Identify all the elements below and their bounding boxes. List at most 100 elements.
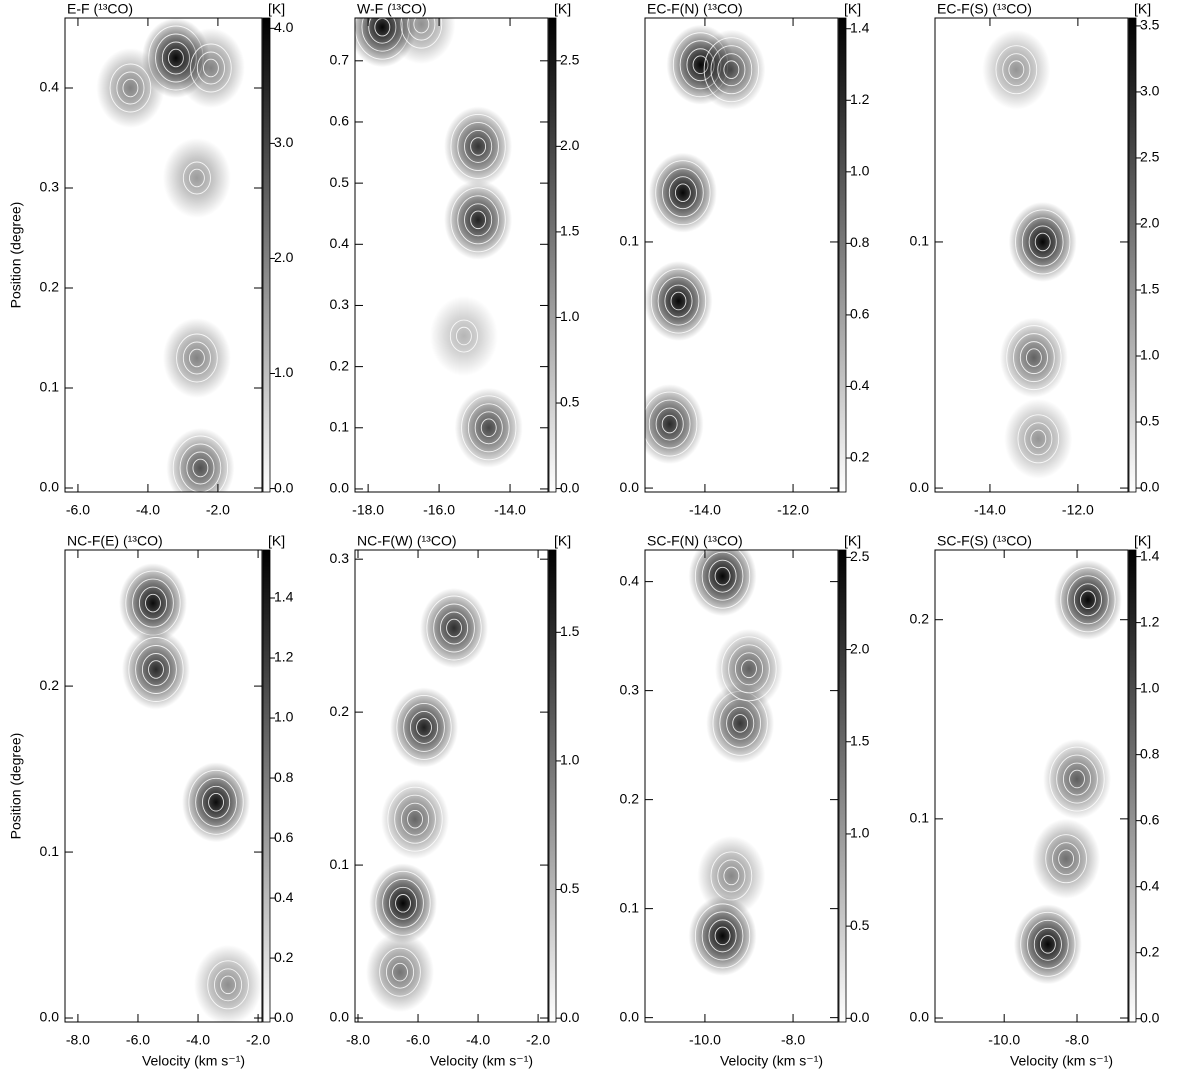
colorbar-tick-label: 0.5 — [560, 880, 580, 896]
colorbar — [548, 17, 557, 493]
contour — [1069, 769, 1085, 789]
panel-title: EC-F(S) (¹³CO) — [937, 1, 1032, 17]
colorbar — [838, 549, 847, 1023]
x-tick-label: -16.0 — [423, 502, 455, 518]
y-tick-label: 0.7 — [330, 52, 350, 68]
panel-title: E-F (¹³CO) — [67, 1, 133, 17]
contour — [196, 51, 225, 85]
y-tick-label: 0.1 — [910, 233, 930, 249]
contour — [385, 955, 415, 989]
colorbar-tick-label: 1.0 — [850, 163, 870, 179]
contour — [461, 395, 517, 461]
x-tick-label: -8.0 — [346, 1032, 370, 1048]
contour — [995, 45, 1038, 95]
colorbar-tick-label: 0.0 — [850, 1009, 870, 1025]
contour — [734, 652, 764, 686]
emission-peak — [645, 261, 713, 342]
contour — [145, 593, 161, 613]
contour — [645, 391, 698, 457]
colorbar-tick-label: 0.8 — [1140, 745, 1160, 761]
contour — [407, 18, 436, 41]
contour — [694, 903, 751, 969]
contour — [1006, 325, 1062, 391]
colorbar-tick-label: 0.2 — [1140, 943, 1160, 959]
panel-title: EC-F(N) (¹³CO) — [647, 1, 743, 17]
colorbar-tick-label: 0.2 — [274, 949, 294, 965]
y-tick-label: 0.1 — [620, 899, 640, 915]
contour — [188, 168, 205, 188]
y-tick-label: 0.0 — [40, 1009, 60, 1025]
x-axis-label: Velocity (km s⁻¹) — [1010, 1053, 1113, 1069]
contour — [1056, 754, 1098, 804]
colorbar-tick-label: 1.0 — [850, 825, 870, 841]
y-tick-label: 0.2 — [40, 677, 60, 693]
x-tick-label: -6.0 — [406, 1032, 430, 1048]
colorbar-label: [K] — [268, 533, 285, 549]
x-tick-label: -14.0 — [974, 502, 1006, 518]
colorbar-tick-label: 4.0 — [274, 19, 294, 35]
colorbar-tick-label: 1.4 — [1140, 547, 1160, 563]
contour — [714, 566, 731, 586]
colorbar-tick-label: 0.5 — [850, 917, 870, 933]
plot-frame — [644, 549, 839, 1023]
contour — [717, 859, 746, 893]
contour — [182, 161, 211, 195]
contour — [403, 702, 445, 752]
emission-peak — [390, 687, 459, 768]
image — [645, 18, 838, 492]
y-tick-label: 0.1 — [330, 856, 350, 872]
colorbar — [262, 549, 271, 1023]
contour — [674, 183, 691, 202]
colorbar-tick-label: 0.5 — [560, 394, 580, 410]
contour — [220, 975, 236, 995]
x-axis-label: Velocity (km s⁻¹) — [720, 1053, 823, 1069]
colorbar-tick-label: 0.6 — [1140, 811, 1160, 827]
contour — [480, 418, 497, 438]
contour — [440, 611, 469, 645]
contour — [179, 443, 222, 492]
contour — [186, 451, 215, 485]
contour — [1008, 60, 1025, 79]
x-tick-label: -4.0 — [466, 1032, 490, 1048]
emission-peak — [162, 318, 231, 398]
y-tick-label: 0.1 — [620, 233, 640, 249]
y-tick-label: 0.3 — [330, 550, 350, 566]
y-tick-label: 0.4 — [620, 572, 640, 588]
contour — [379, 947, 421, 997]
contour — [1015, 209, 1071, 275]
y-tick-label: 0.3 — [330, 296, 350, 312]
x-tick-label: -8.0 — [781, 1032, 805, 1048]
contour — [694, 550, 751, 609]
emission-peak — [648, 152, 717, 233]
contour — [714, 926, 731, 946]
colorbar-tick-label: 1.2 — [274, 649, 294, 665]
emission-peak — [1013, 904, 1082, 985]
contour — [400, 18, 443, 49]
contour — [662, 168, 704, 218]
contour — [382, 878, 424, 928]
contour — [1024, 422, 1053, 456]
colorbar-tick-label: 0.0 — [274, 1009, 294, 1025]
colorbar-tick-label: 0.8 — [850, 234, 870, 250]
contour — [395, 894, 411, 913]
plot-frame — [354, 549, 549, 1023]
x-axis-label: Velocity (km s⁻¹) — [142, 1053, 245, 1069]
contour — [182, 341, 211, 375]
contour — [1030, 429, 1047, 449]
colorbar-tick-label: 3.0 — [274, 134, 294, 150]
emission-peak — [999, 317, 1068, 398]
colorbar-tick-label: 2.5 — [560, 51, 580, 67]
image — [645, 550, 838, 1022]
colorbar — [1128, 17, 1137, 493]
colorbar-label: [K] — [844, 1, 861, 17]
contour — [670, 291, 687, 311]
colorbar-tick-label: 0.6 — [274, 829, 294, 845]
contour — [1017, 414, 1060, 464]
colorbar-tick-label: 3.5 — [1140, 17, 1160, 33]
contour — [710, 45, 753, 95]
emission-peak — [688, 895, 757, 976]
colorbar-tick-label: 0.5 — [1140, 413, 1160, 429]
image — [65, 550, 262, 1022]
colorbar-tick-label: 1.0 — [1140, 347, 1160, 363]
plot-frame — [64, 17, 263, 493]
